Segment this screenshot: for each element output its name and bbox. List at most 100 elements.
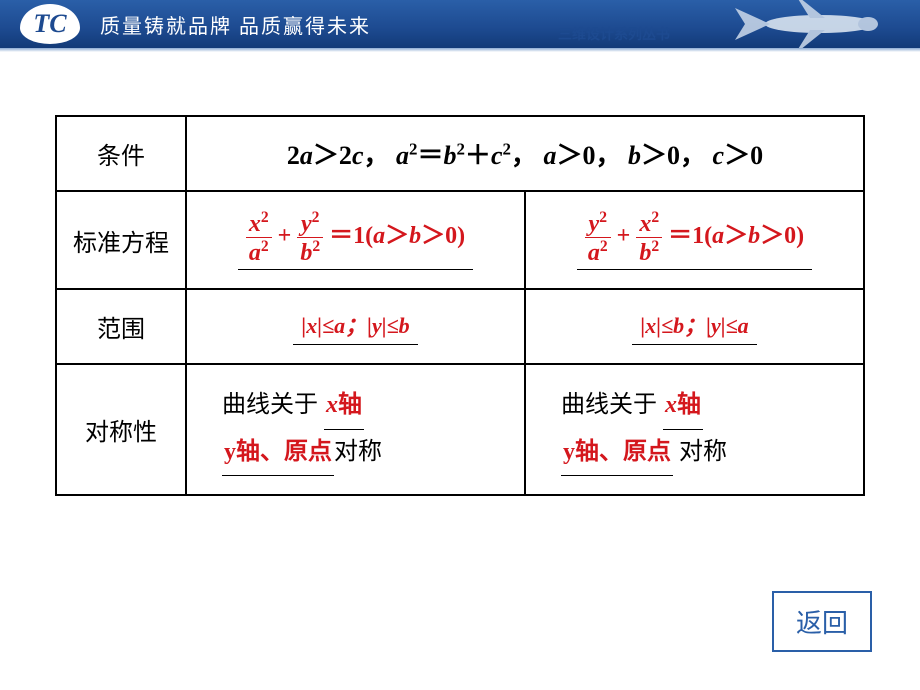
return-button-label: 返回 [796, 609, 848, 638]
range1-text: |x|≤a；|y|≤b [293, 308, 417, 345]
row-label-sym: 对称性 [56, 364, 186, 495]
frac: x2 a2 [246, 210, 272, 265]
std-eq1-cell: x2 a2 + y2 b2 ＝1(a＞b＞0) [186, 191, 525, 289]
t: + [617, 223, 631, 249]
frac: y2 b2 [297, 210, 323, 265]
t: a [712, 223, 724, 249]
c-t: c [352, 141, 364, 170]
series-label: 三维设计系列丛书 [558, 24, 670, 44]
std-eq2-cell: y2 a2 + x2 b2 ＝1(a＞b＞0) [525, 191, 864, 289]
t: ＝1( [329, 223, 373, 249]
c-t: ＞2 [313, 141, 352, 170]
t: y [301, 211, 312, 237]
t: 2 [599, 209, 607, 226]
t: b [409, 223, 421, 249]
t: ＞0) [760, 223, 804, 249]
range-cell-2: |x|≤b；|y|≤a [525, 289, 864, 364]
std-eq2: y2 a2 + x2 b2 ＝1(a＞b＞0) [577, 210, 812, 270]
c-t: ＋ [465, 141, 491, 170]
row-label-std: 标准方程 [56, 191, 186, 289]
t: ＝1( [668, 223, 712, 249]
content-area: 条件 2a＞2c， a2＝b2＋c2， a＞0， b＞0， c＞0 标准方程 x… [55, 115, 865, 496]
sym-pre: 曲线关于 [561, 392, 657, 418]
row-label-range: 范围 [56, 289, 186, 364]
t: a [373, 223, 385, 249]
condition-label: 条件 [97, 144, 145, 170]
t: ＞ [724, 223, 748, 249]
c-t: ＞0 [724, 141, 763, 170]
sym-x-underline: x轴 [324, 383, 364, 430]
sym-cell-2: 曲线关于 x轴 y轴、原点 对称 [525, 364, 864, 495]
c-t: a [543, 141, 556, 170]
c-t: ＞0 [556, 141, 595, 170]
c-t: ， [511, 141, 537, 170]
c-t: ， [680, 141, 706, 170]
properties-table: 条件 2a＞2c， a2＝b2＋c2， a＞0， b＞0， c＞0 标准方程 x… [55, 115, 865, 496]
t: 2 [261, 209, 269, 226]
c-t: b [443, 141, 456, 170]
c-t: c [491, 141, 503, 170]
std-eq1: x2 a2 + y2 b2 ＝1(a＞b＞0) [238, 210, 473, 270]
t: x [639, 211, 651, 237]
logo-text: TC [33, 9, 66, 39]
logo: TC [20, 4, 80, 44]
t: 2 [312, 238, 320, 255]
range-cell-1: |x|≤a；|y|≤b [186, 289, 525, 364]
c-t: c [713, 141, 725, 170]
table-row-sym: 对称性 曲线关于 x轴 y轴、原点对称 曲线关于 x轴 y轴、原点 对称 [56, 364, 864, 495]
row-label-condition: 条件 [56, 116, 186, 191]
frac: x2 b2 [636, 210, 662, 265]
c-t: ， [595, 141, 621, 170]
t: x [326, 392, 338, 418]
c-t: b [628, 141, 641, 170]
table-row-range: 范围 |x|≤a；|y|≤b |x|≤b；|y|≤a [56, 289, 864, 364]
c-t: 2 [502, 139, 510, 158]
header-bar: TC 质量铸就品牌 品质赢得未来 三维设计系列丛书 [0, 0, 920, 50]
t: b [300, 240, 312, 266]
t: b [639, 240, 651, 266]
c-t: ， [363, 141, 389, 170]
c-t: 2 [456, 139, 464, 158]
t: y轴、原点 [563, 439, 671, 465]
t: a [588, 240, 600, 266]
t: 轴 [677, 392, 701, 418]
airplane-icon [730, 0, 890, 52]
sym-post: 对称 [679, 439, 727, 465]
c-t: ＝ [417, 141, 443, 170]
t: y轴、原点 [224, 439, 332, 465]
sym-x-underline: x轴 [663, 383, 703, 430]
t: 2 [600, 238, 608, 255]
frac: y2 a2 [585, 210, 611, 265]
t: a [249, 240, 261, 266]
return-button[interactable]: 返回 [772, 591, 872, 652]
sym-y-underline: y轴、原点 [222, 430, 334, 477]
slogan-text: 质量铸就品牌 品质赢得未来 [100, 10, 371, 39]
t: y [589, 211, 600, 237]
t: 轴 [338, 392, 362, 418]
std-eq1-red: x2 a2 + y2 b2 ＝1(a＞b＞0) [246, 223, 465, 249]
c-t: 2 [287, 141, 300, 170]
t: b [748, 223, 760, 249]
t: x [249, 211, 261, 237]
c-t: ＞0 [641, 141, 680, 170]
sym-y-underline: y轴、原点 [561, 430, 673, 477]
t: + [278, 223, 292, 249]
t: 2 [261, 238, 269, 255]
table-row-std: 标准方程 x2 a2 + y2 b2 ＝1(a＞b＞0) [56, 191, 864, 289]
c-t: a [396, 141, 409, 170]
t: ＞0) [421, 223, 465, 249]
sym-post: 对称 [334, 439, 382, 465]
table-row-condition: 条件 2a＞2c， a2＝b2＋c2， a＞0， b＞0， c＞0 [56, 116, 864, 191]
condition-cell: 2a＞2c， a2＝b2＋c2， a＞0， b＞0， c＞0 [186, 116, 864, 191]
range2-text: |x|≤b；|y|≤a [632, 308, 756, 345]
sym-label: 对称性 [85, 420, 157, 446]
t: 2 [651, 238, 659, 255]
t: 2 [651, 209, 659, 226]
sym-pre: 曲线关于 [222, 392, 318, 418]
std-label: 标准方程 [73, 231, 169, 257]
range-label: 范围 [97, 317, 145, 343]
std-eq2-red: y2 a2 + x2 b2 ＝1(a＞b＞0) [585, 223, 804, 249]
sym-cell-1: 曲线关于 x轴 y轴、原点对称 [186, 364, 525, 495]
c-t: a [300, 141, 313, 170]
t: ＞ [385, 223, 409, 249]
